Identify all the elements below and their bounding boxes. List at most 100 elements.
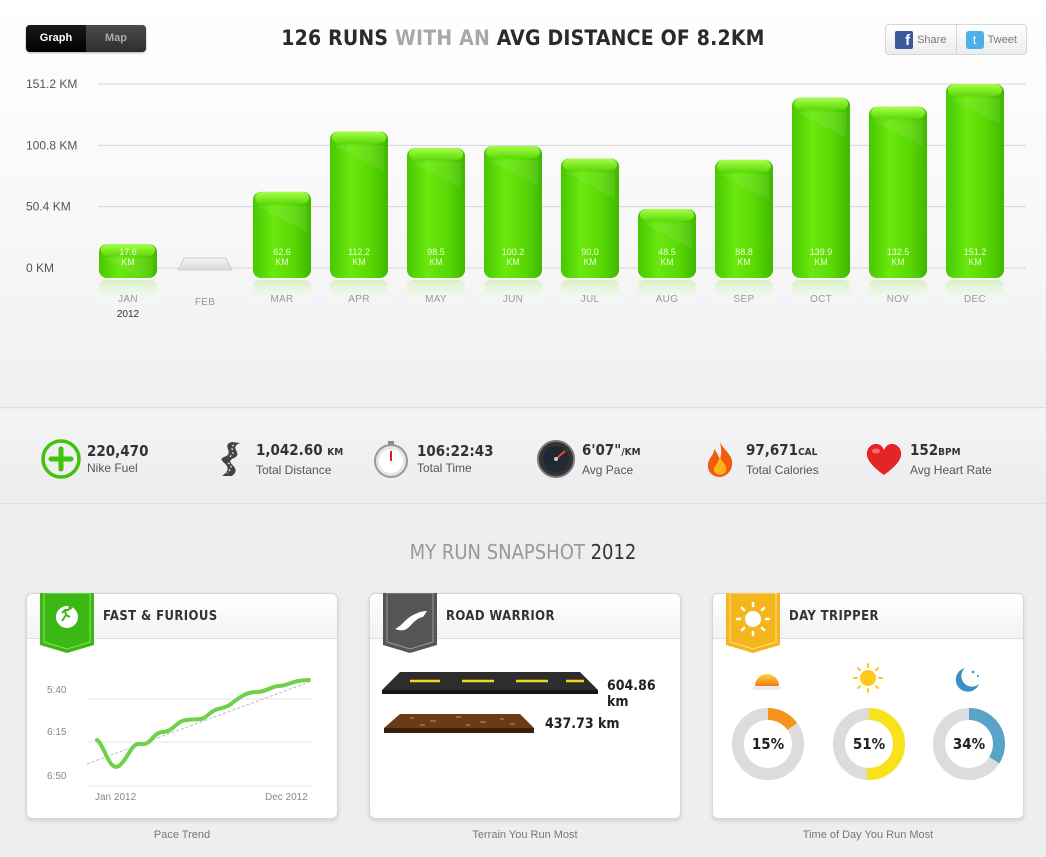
morning-donut-ring — [732, 708, 804, 780]
bar-shine — [873, 120, 923, 147]
facebook-share-label: Share — [917, 33, 947, 46]
bar-dec[interactable] — [946, 84, 1004, 278]
bar-unit-label: KM — [737, 257, 751, 267]
bar-shine — [565, 172, 615, 199]
month-label: NOV — [887, 294, 910, 305]
twitter-icon: t — [965, 30, 984, 49]
bar-unit-label: KM — [968, 257, 982, 267]
headline-connector: WITH AN — [395, 26, 490, 50]
stat-value: 220,470 — [87, 442, 149, 460]
summary-stats: 220,470 Nike Fuel 1,042.60 KM Total Dist… — [0, 409, 1046, 504]
donut-arc — [833, 708, 905, 780]
bar-value-label: 132.5 — [887, 247, 910, 257]
moon-icon — [955, 668, 979, 692]
trail-distance: 437.73 km — [545, 716, 620, 732]
pace-x-end: Dec 2012 — [265, 792, 308, 803]
terrain-card-caption: Terrain You Run Most — [472, 829, 578, 841]
bar-value-label: 62.6 — [273, 247, 291, 257]
bar-reflection — [715, 280, 773, 306]
month-label: MAY — [425, 294, 447, 305]
sun-badge-icon — [726, 593, 780, 653]
stat-value: 152 — [910, 440, 939, 459]
bar-sep[interactable] — [715, 159, 773, 278]
sunrise-icon — [753, 674, 781, 690]
bar-top-cap — [717, 159, 771, 172]
bar-oct[interactable] — [792, 97, 850, 279]
bar-jul[interactable] — [561, 158, 619, 278]
afternoon-percent: 51% — [852, 735, 886, 753]
bar-may[interactable] — [407, 148, 465, 278]
bar-reflection — [869, 280, 927, 306]
stat-value: 6'07" — [582, 440, 622, 459]
bar-reflection — [484, 280, 542, 306]
page-headline: 126 RUNS WITH AN AVG DISTANCE OF 8.2KM — [0, 26, 1046, 50]
nike-fuel-icon — [41, 439, 81, 479]
road-icon — [221, 442, 240, 476]
pace-card-title: FAST & FURIOUS — [103, 609, 218, 624]
stat-total-calories: 97,671CAL Total Calories — [700, 439, 819, 479]
bar-value-label: 48.5 — [658, 247, 676, 257]
bar-top-cap — [101, 244, 155, 256]
pace-card-caption: Pace Trend — [153, 829, 211, 841]
facebook-share-button[interactable]: f Share — [886, 25, 956, 54]
afternoon-donut: 51% — [832, 707, 906, 781]
bar-value-label: 112.2 — [348, 247, 370, 257]
night-percent: 34% — [952, 735, 986, 753]
bar-top-cap — [871, 106, 925, 119]
flame-icon — [707, 442, 733, 477]
bar-unit-label: KM — [352, 257, 366, 267]
stat-value: 1,042.60 — [256, 440, 323, 459]
bar-apr[interactable] — [330, 131, 388, 278]
map-tab[interactable]: Map — [86, 25, 146, 52]
donut-arc — [732, 708, 804, 780]
bar-reflection — [561, 280, 619, 306]
bar-reflection — [407, 280, 465, 306]
view-toggle: Graph Map — [26, 25, 146, 52]
stat-value: 97,671 — [746, 440, 799, 459]
month-label: JUN — [503, 294, 523, 305]
month-label: MAR — [270, 294, 293, 305]
bar-shine — [642, 222, 692, 249]
road-badge-icon — [383, 593, 437, 653]
stat-total-time: 106:22:43 Total Time — [371, 439, 494, 479]
bar-reflection — [99, 280, 157, 306]
time-of-day-card[interactable]: DAY TRIPPER 15% 51% 34% — [712, 593, 1024, 819]
bar-value-label: 88.8 — [735, 247, 753, 257]
bar-top-cap — [563, 158, 617, 171]
snapshot-title: MY RUN SNAPSHOT 2012 — [0, 540, 1046, 564]
pace-ytick: 6:15 — [47, 727, 67, 738]
month-label: FEB — [195, 297, 215, 308]
year-label: 2012 — [117, 309, 140, 320]
stat-avg-pace: 6'07"/KM Avg Pace — [536, 439, 641, 479]
stat-unit: CAL — [798, 446, 818, 458]
bar-top-cap — [486, 146, 540, 159]
morning-percent: 15% — [751, 735, 785, 753]
bar-top-cap — [409, 148, 463, 161]
distance-chart-section: Graph Map 126 RUNS WITH AN AVG DISTANCE … — [0, 0, 1046, 408]
bar-nov[interactable] — [869, 106, 927, 278]
stat-nike-fuel: 220,470 Nike Fuel — [41, 439, 148, 479]
bar-jun[interactable] — [484, 146, 542, 278]
bar-aug[interactable] — [638, 208, 696, 278]
bar-mar[interactable] — [253, 191, 311, 278]
graph-tab[interactable]: Graph — [26, 25, 86, 52]
pace-card[interactable]: FAST & FURIOUS 5:40 6:15 6:50 Jan 2012 D… — [26, 593, 338, 819]
bar-unit-label: KM — [814, 257, 828, 267]
time-card-title: DAY TRIPPER — [789, 609, 879, 624]
stat-label: Total Time — [417, 461, 472, 475]
twitter-tweet-button[interactable]: t Tweet — [955, 25, 1027, 54]
speedometer-icon — [537, 440, 575, 478]
bar-unit-label: KM — [506, 257, 520, 267]
pace-ytick: 6:50 — [47, 771, 67, 782]
terrain-card[interactable]: ROAD WARRIOR 604.86 km 437.73 km — [369, 593, 681, 819]
bar-feb-empty[interactable] — [177, 257, 233, 271]
bar-unit-label: KM — [429, 257, 443, 267]
bar-value-label: 151.2 — [964, 247, 987, 257]
bar-shine — [796, 111, 846, 138]
stat-label: Total Calories — [746, 462, 819, 477]
stat-unit: KM — [327, 446, 344, 458]
bar-shine — [950, 98, 1000, 124]
bar-unit-label: KM — [891, 257, 905, 267]
stat-unit: BPM — [938, 446, 961, 458]
